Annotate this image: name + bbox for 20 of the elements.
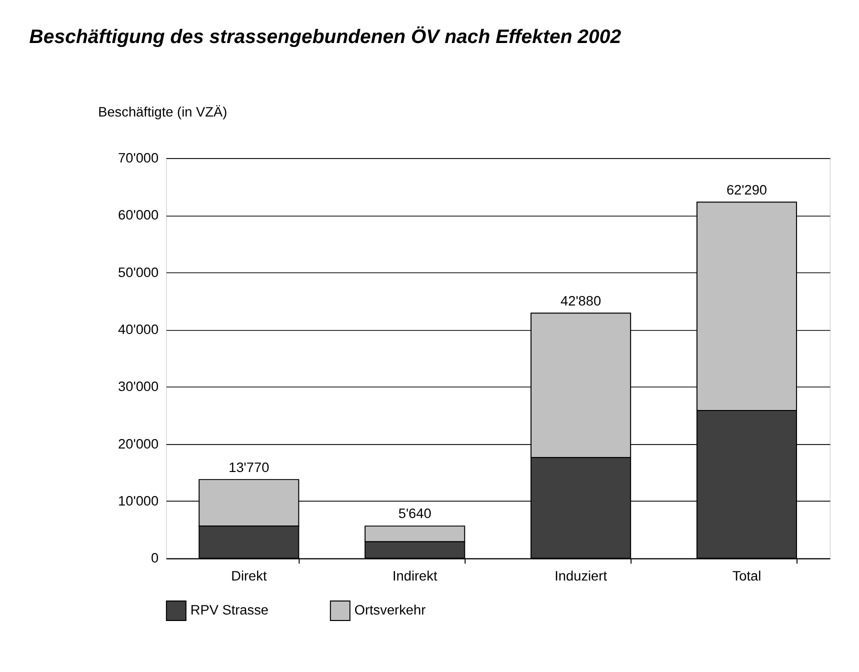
y-tick-label: 10'000: [118, 494, 160, 509]
y-tick-label: 50'000: [118, 264, 160, 280]
y-tick-label: 30'000: [118, 379, 160, 394]
y-tick-label: 40'000: [118, 322, 160, 337]
y-tick-label: 20'000: [118, 436, 160, 452]
total-label: 5'640: [398, 506, 432, 522]
x-tick-label: Direkt: [231, 568, 267, 584]
total-label: 62'290: [726, 182, 768, 198]
y-axis-title: Beschäftigte (in VZÄ): [98, 104, 228, 120]
total-label: 13'770: [228, 460, 270, 475]
x-tick-label: Total: [732, 568, 762, 584]
legend-label: Ortsverkehr: [354, 602, 426, 618]
x-tick-label: Indirekt: [392, 568, 438, 584]
y-tick-label: 60'000: [118, 208, 160, 223]
x-tick-label: Induziert: [554, 568, 608, 584]
y-tick-label: 70'000: [118, 150, 160, 166]
total-label: 42'880: [560, 293, 602, 308]
y-tick-label: 0: [151, 550, 160, 566]
legend-label: RPV Strasse: [190, 602, 269, 618]
chart-title: Beschäftigung des strassengebundenen ÖV nach Effekten 2002: [29, 26, 622, 48]
